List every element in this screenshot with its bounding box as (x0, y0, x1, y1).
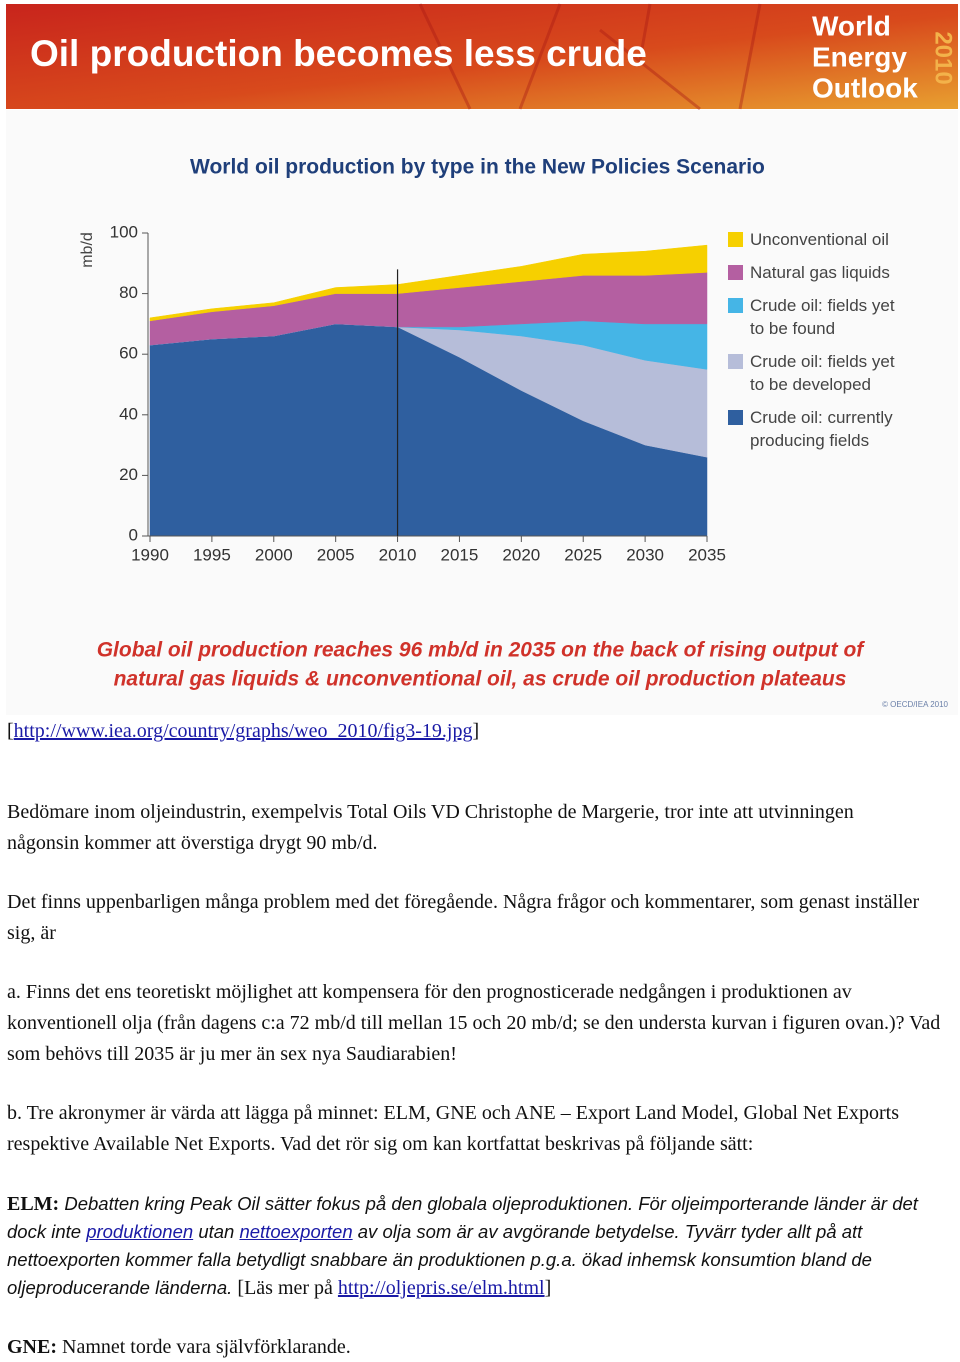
y-tick-label: 60 (119, 344, 138, 363)
legend-item: Unconventional oil (728, 228, 895, 251)
legend-label: Unconventional oil (750, 230, 889, 249)
paragraph: b. Tre akronymer är värda att lägga på m… (7, 1102, 900, 1155)
y-tick-label: 100 (110, 222, 138, 241)
banner-texture (418, 3, 762, 111)
caption: natural gas liquids & unconventional oil… (114, 668, 847, 691)
copyright: © OECD/IEA 2010 (882, 700, 948, 709)
legend-label: Natural gas liquids (750, 263, 890, 282)
link[interactable]: produktionen (86, 1221, 194, 1242)
paragraph: Bedömare inom oljeindustrin, exempelvis … (7, 801, 854, 854)
legend-label: Crude oil: currently producing fields (750, 408, 893, 450)
gne-paragraph: GNE: Namnet torde vara självförklarande. (7, 1332, 957, 1362)
link[interactable]: http://www.iea.org/country/graphs/weo_20… (13, 720, 473, 742)
logo-text: Outlook (812, 72, 918, 103)
term: ELM: (7, 1193, 60, 1215)
legend: Unconventional oil Natural gas liquids Cru… (728, 228, 908, 462)
paragraph: Det finns uppenbarligen många problem me… (7, 891, 920, 944)
banner-title: Oil production becomes less crude (30, 33, 647, 74)
y-tick-label: 20 (119, 465, 138, 484)
x-tick-label: 2010 (379, 545, 417, 564)
source-line: [http://www.iea.org/country/graphs/weo_2… (7, 716, 957, 747)
y-tick-label: 80 (119, 283, 138, 302)
text: [Läs mer på http://oljepris.se/elm.html] (237, 1277, 551, 1299)
legend-swatch (728, 410, 743, 425)
x-tick-label: 2005 (317, 545, 355, 564)
logo-text: Energy (812, 41, 907, 72)
legend-item: Natural gas liquids (728, 261, 895, 284)
x-tick-label: 2035 (688, 545, 726, 564)
legend-item: Crude oil: fields yet to be found (728, 294, 895, 340)
text: av olja som är av avgörande betydelse. T… (7, 1221, 872, 1298)
x-tick-label: 1990 (131, 545, 169, 564)
banner (6, 4, 958, 109)
legend-label: Crude oil: fields yet to be found (750, 296, 895, 338)
x-tick-label: 2025 (564, 545, 602, 564)
legend-swatch (728, 354, 743, 369)
text: ] (544, 1277, 552, 1299)
text: Namnet torde vara självförklarande. (62, 1336, 351, 1358)
link[interactable]: nettoexporten (239, 1221, 353, 1242)
legend-item: Crude oil: fields yet to be developed (728, 350, 895, 396)
legend-swatch (728, 232, 743, 247)
chart-title: World oil production by type in the New … (190, 156, 765, 179)
logo-year: 2010 (930, 31, 957, 84)
area (149, 244, 708, 322)
paragraph: a. Finns det ens teoretiskt möjlighet at… (7, 981, 941, 1065)
text: [Läs mer på (237, 1277, 333, 1299)
legend-label: Crude oil: fields yet to be developed (750, 352, 895, 394)
x-tick-label: 2030 (626, 545, 664, 564)
y-tick-label: 40 (119, 404, 138, 423)
elm-paragraph: ELM: Debatten kring Peak Oil sätter foku… (7, 1190, 957, 1302)
x-tick-label: 2000 (255, 545, 293, 564)
x-tick-label: 2015 (441, 545, 479, 564)
legend-swatch (728, 298, 743, 313)
text: utan (198, 1221, 235, 1242)
bracket: [ (7, 720, 14, 742)
y-axis-label: mb/d (79, 232, 96, 268)
logo-text: World (812, 10, 891, 41)
term: GNE: (7, 1336, 57, 1358)
legend-item: Crude oil: currently producing fields (728, 406, 895, 452)
caption: Global oil production reaches 96 mb/d in… (97, 639, 866, 662)
text: Debatten kring Peak Oil sätter fokus på … (7, 1193, 918, 1242)
figure: Oil production becomes less crude World … (6, 3, 958, 710)
x-tick-label: 1995 (193, 545, 231, 564)
y-tick-label: 0 (129, 525, 138, 544)
x-tick-label: 2020 (502, 545, 540, 564)
legend-swatch (728, 265, 743, 280)
bracket: ] (472, 720, 480, 742)
link[interactable]: http://oljepris.se/elm.html (337, 1277, 545, 1299)
